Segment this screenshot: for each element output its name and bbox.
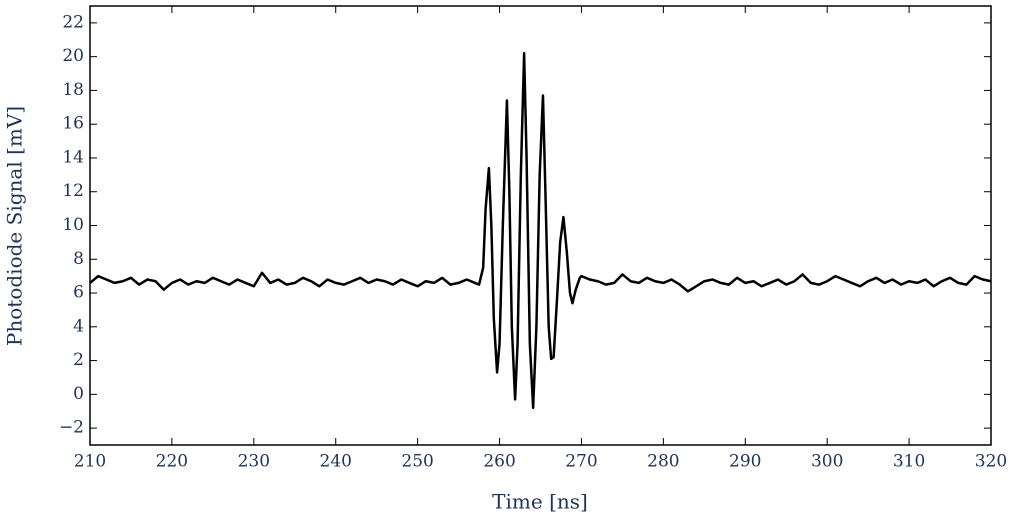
y-tick-label: 14: [62, 147, 84, 167]
x-tick-label: 290: [729, 452, 761, 472]
y-axis-label: Photodiode Signal [mV]: [3, 106, 27, 346]
y-tick-label: 0: [73, 384, 84, 404]
x-axis-label: Time [ns]: [492, 490, 588, 514]
y-tick-label: 10: [62, 215, 84, 235]
x-tick-label: 320: [975, 452, 1007, 472]
x-tick-label: 210: [74, 452, 106, 472]
y-tick-label: 12: [62, 181, 84, 201]
x-tick-label: 250: [401, 452, 433, 472]
y-tick-label: 20: [62, 46, 84, 66]
x-tick-label: 270: [565, 452, 597, 472]
y-tick-label: −2: [59, 418, 84, 438]
y-tick-label: 6: [73, 283, 84, 303]
y-tick-label: 8: [73, 249, 84, 269]
y-tick-label: 2: [73, 350, 84, 370]
y-tick-label: 22: [62, 12, 84, 32]
y-tick-label: 4: [73, 316, 84, 336]
x-tick-label: 240: [320, 452, 352, 472]
plot-frame: [89, 5, 992, 446]
x-tick-label: 260: [483, 452, 515, 472]
x-tick-label: 310: [893, 452, 925, 472]
x-tick-label: 300: [811, 452, 843, 472]
y-tick-label: 16: [62, 114, 84, 134]
x-tick-label: 280: [647, 452, 679, 472]
y-tick-label: 18: [62, 80, 84, 100]
x-tick-label: 230: [238, 452, 270, 472]
signal-line: [89, 52, 992, 410]
x-tick-label: 220: [156, 452, 188, 472]
